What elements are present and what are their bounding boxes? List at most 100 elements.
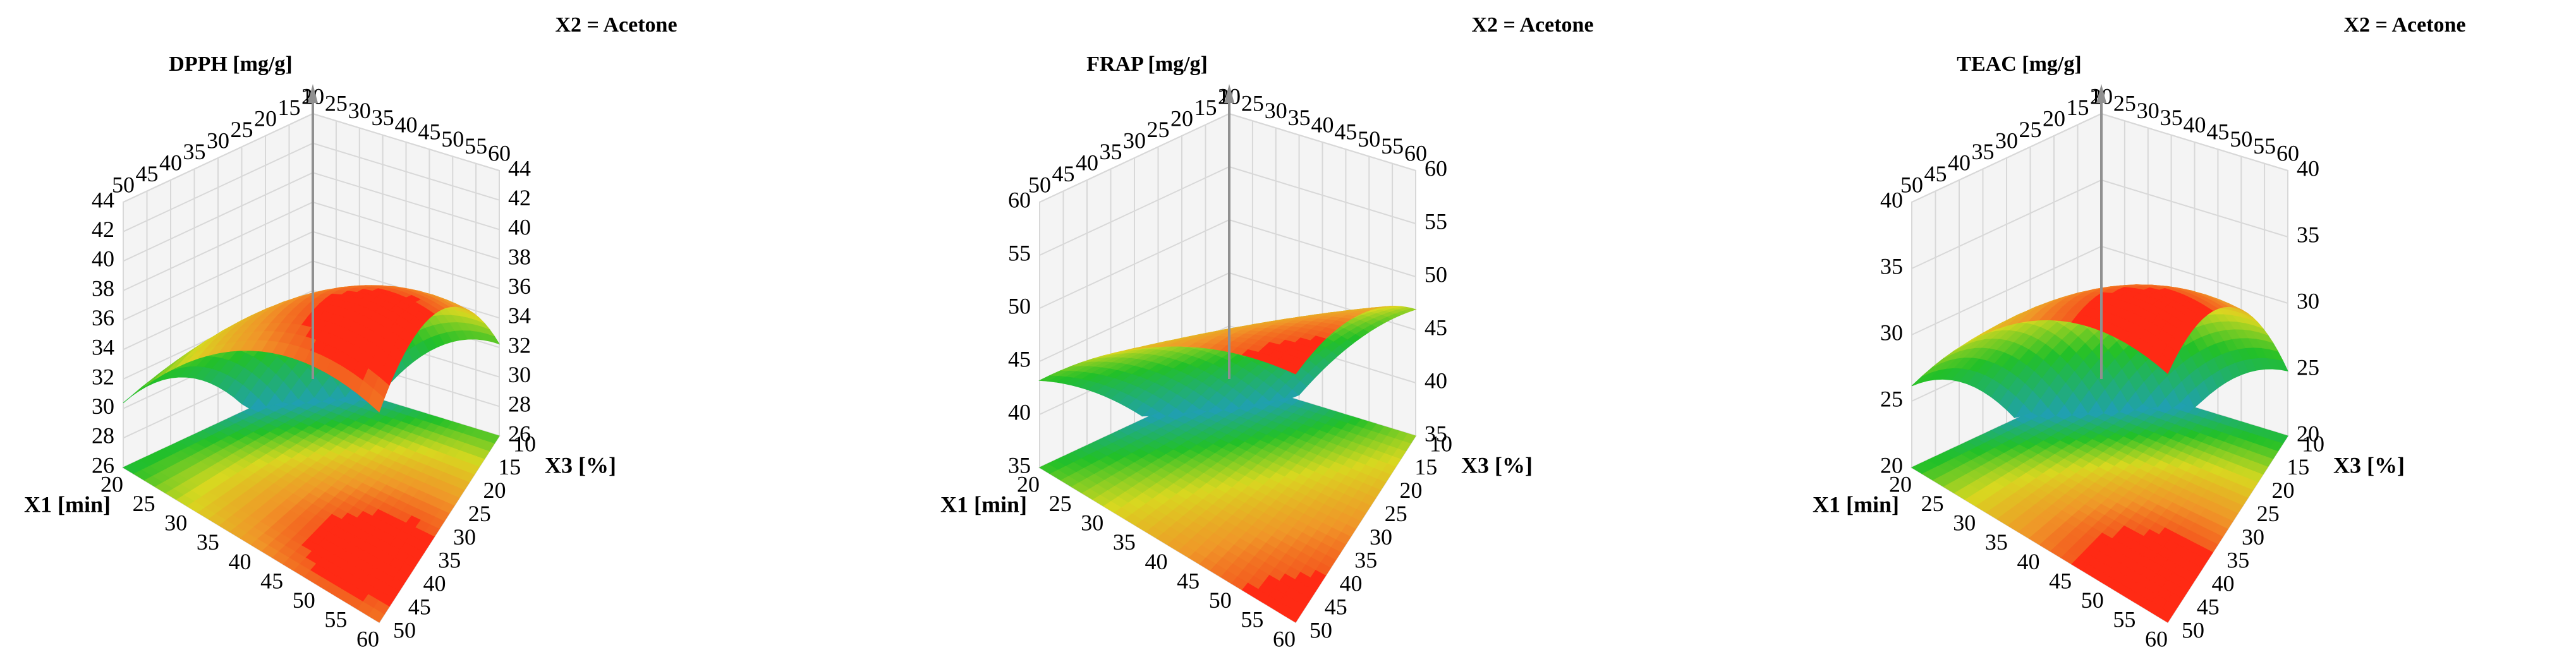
x-tick-label: 20 xyxy=(100,471,123,497)
x-tick-label: 45 xyxy=(418,119,440,145)
z-tick-label: 40 xyxy=(2297,155,2319,181)
y-tick-label: 35 xyxy=(1100,139,1122,164)
contour-cell xyxy=(368,608,385,623)
z-tick-label: 30 xyxy=(1880,320,1903,345)
x-tick-label: 35 xyxy=(1288,105,1311,130)
x-tick-label: 25 xyxy=(1049,491,1072,516)
x-axis-label: X1 [min] xyxy=(940,491,1027,517)
z-tick-label: 50 xyxy=(1008,293,1031,318)
z-tick-label: 34 xyxy=(92,335,114,360)
x-tick-label: 25 xyxy=(325,91,348,116)
y-tick-label: 30 xyxy=(453,524,476,550)
z-tick-label: 45 xyxy=(1008,346,1031,371)
z-tick-label: 32 xyxy=(508,332,531,358)
panel: 26 26 28 28 30 30 32 32 34 34 36 36 38 38 40 40 42 42 44 44… xyxy=(24,13,677,651)
z-tick-label: 25 xyxy=(1880,386,1903,411)
y-axis-label: X3 [%] xyxy=(2333,452,2405,478)
z-tick-label: 60 xyxy=(1425,155,1447,181)
x-tick-label: 20 xyxy=(1017,471,1040,497)
x-tick-label: 60 xyxy=(1404,140,1427,166)
y-tick-label: 10 xyxy=(513,431,536,456)
y-tick-label: 35 xyxy=(1972,139,1995,164)
x-tick-label: 45 xyxy=(1177,568,1200,593)
y-tick-label: 45 xyxy=(2197,594,2220,619)
x-tick-label: 50 xyxy=(441,126,464,152)
z-tick-label: 40 xyxy=(1880,187,1903,212)
x-tick-label: 30 xyxy=(164,510,187,536)
x-tick-label: 60 xyxy=(1273,626,1296,651)
x-tick-label: 50 xyxy=(1209,588,1232,613)
z-tick-label: 42 xyxy=(92,217,114,242)
x-tick-label: 30 xyxy=(348,98,371,123)
z-tick-label: 35 xyxy=(1880,253,1903,279)
z-tick-label: 40 xyxy=(92,246,114,272)
y-tick-label: 50 xyxy=(1900,172,1923,197)
z-tick-label: 35 xyxy=(2297,222,2319,247)
y-tick-label: 45 xyxy=(408,594,431,619)
x-tick-label: 60 xyxy=(356,626,379,651)
z-tick-label: 50 xyxy=(1425,262,1447,287)
x-tick-label: 35 xyxy=(197,529,219,555)
y-axis-label: X3 [%] xyxy=(545,452,616,478)
z-tick-label: 45 xyxy=(1425,315,1447,340)
x-tick-label: 35 xyxy=(2160,105,2183,130)
x-tick-label: 35 xyxy=(1113,529,1136,555)
y-tick-label: 15 xyxy=(2067,95,2089,120)
x-axis-label: X1 [min] xyxy=(24,491,111,517)
y-tick-label: 35 xyxy=(438,548,461,573)
x-tick-label: 40 xyxy=(2017,549,2040,574)
x-tick-label: 55 xyxy=(465,133,487,159)
z-tick-label: 40 xyxy=(1425,368,1447,393)
x-tick-label: 35 xyxy=(372,105,394,130)
z-tick-label: 42 xyxy=(508,185,531,210)
x-tick-label: 25 xyxy=(1241,91,1264,116)
z-tick-label: 35 xyxy=(1425,421,1447,446)
y-axis-label: X3 [%] xyxy=(1461,452,1533,478)
z-tick-label: 32 xyxy=(92,364,114,389)
axis-title: TEAC [mg/g] xyxy=(1957,52,2081,76)
z-tick-label: 38 xyxy=(508,244,531,269)
z-tick-label: 55 xyxy=(1425,208,1447,234)
z-tick-label: 60 xyxy=(1008,187,1031,212)
x-tick-label: 55 xyxy=(2253,133,2276,159)
z-tick-label: 36 xyxy=(92,305,114,330)
y-tick-label: 25 xyxy=(1147,117,1170,142)
x-tick-label: 35 xyxy=(1985,529,2008,555)
z-tick-label: 30 xyxy=(92,394,114,419)
y-tick-label: 30 xyxy=(207,128,229,153)
y-tick-label: 15 xyxy=(498,454,521,479)
contour-floor xyxy=(122,378,500,623)
y-tick-label: 45 xyxy=(136,161,159,186)
y-tick-label: 10 xyxy=(1430,431,1452,456)
x-tick-label: 25 xyxy=(2113,91,2136,116)
y-tick-label: 25 xyxy=(2019,117,2042,142)
z-tick-label: 26 xyxy=(508,421,531,446)
y-tick-label: 20 xyxy=(483,478,506,503)
y-tick-label: 30 xyxy=(2242,524,2264,550)
y-tick-label: 50 xyxy=(393,617,416,642)
y-tick-label: 50 xyxy=(1309,617,1332,642)
y-tick-label: 30 xyxy=(1370,524,1392,550)
x-tick-label: 40 xyxy=(2184,112,2206,137)
x-tick-label: 55 xyxy=(324,607,347,632)
x-tick-label: 30 xyxy=(1081,510,1103,536)
y-tick-label: 20 xyxy=(1170,105,1193,131)
z-tick-label: 40 xyxy=(508,215,531,240)
x-tick-label: 55 xyxy=(2113,607,2136,632)
x-tick-label: 40 xyxy=(1145,549,1168,574)
z-tick-label: 44 xyxy=(508,155,531,181)
axis-title: DPPH [mg/g] xyxy=(169,52,292,76)
x-tick-label: 30 xyxy=(1953,510,1976,536)
z-tick-label: 40 xyxy=(1008,399,1031,425)
y-tick-label: 40 xyxy=(1076,150,1098,175)
z-tick-label: 28 xyxy=(508,392,531,417)
y-tick-label: 45 xyxy=(1924,161,1947,186)
y-tick-label: 40 xyxy=(159,150,182,175)
x-axis-label: X1 [min] xyxy=(1813,491,1899,517)
z-axis-arrow xyxy=(308,84,318,103)
z-tick-label: 55 xyxy=(1008,240,1031,265)
z-tick-label: 28 xyxy=(92,423,114,449)
x-tick-label: 45 xyxy=(260,568,283,593)
y-tick-label: 25 xyxy=(1385,501,1407,526)
